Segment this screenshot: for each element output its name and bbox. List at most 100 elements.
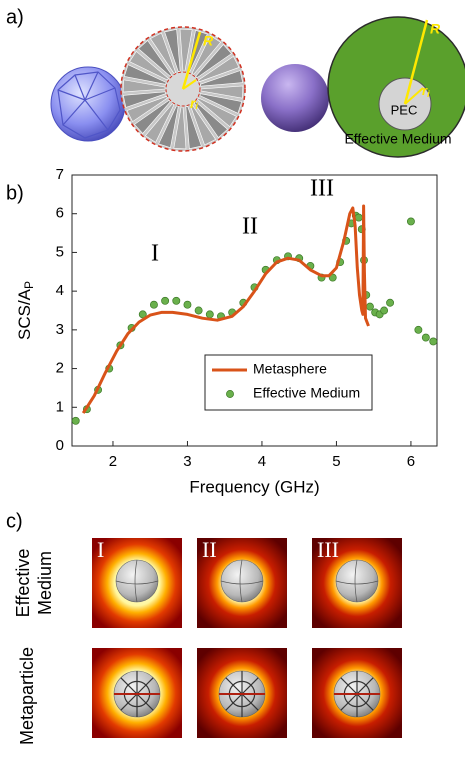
data-point (149, 300, 158, 309)
wedge (122, 79, 166, 93)
wedge (195, 44, 232, 79)
wedge (123, 64, 167, 85)
wedge (193, 101, 228, 138)
y-axis-label: SCS/A (15, 288, 34, 340)
plot-frame (71, 174, 438, 447)
data-point (183, 300, 192, 309)
radius-arrow (182, 79, 197, 90)
wedge (126, 95, 168, 123)
x-tick-label: 4 (258, 453, 266, 470)
panel-label: a) (6, 6, 24, 28)
particle-facet (136, 693, 154, 711)
panel-label: b) (6, 182, 24, 204)
wedge (158, 105, 179, 149)
legend-swatch (226, 390, 234, 398)
wedge (191, 35, 222, 75)
geodesic-lines (57, 71, 121, 139)
data-point (172, 296, 181, 305)
mode-label: III (310, 176, 334, 202)
y-axis-label: SCS/AP (15, 281, 36, 340)
data-point (71, 416, 80, 425)
series-line (81, 204, 370, 414)
particle-facet (241, 677, 259, 695)
y-tick-label: 6 (56, 205, 64, 222)
y-tick-label: 0 (56, 437, 64, 454)
radius-arrow (181, 31, 202, 90)
radius-label: r (190, 95, 197, 111)
wedge (185, 106, 202, 150)
x-tick-label: 5 (332, 453, 340, 470)
y-axis-subscript: P (22, 281, 36, 289)
radius-label: ri (190, 95, 198, 112)
column-label: II (202, 537, 217, 562)
wedge (138, 40, 173, 77)
radius-subscript: i (427, 89, 430, 99)
data-point (429, 337, 438, 346)
y-tick-label: 2 (56, 360, 64, 377)
particle-facet (120, 677, 138, 695)
particle-facet (120, 693, 138, 711)
radius-subscript: i (195, 101, 198, 111)
particle-facet (225, 677, 243, 695)
data-point (161, 296, 170, 305)
data-point (354, 213, 363, 222)
wedge (199, 93, 243, 114)
x-tick-label: 2 (109, 453, 117, 470)
data-point (414, 325, 423, 334)
wedge (197, 97, 237, 128)
x-tick-label: 6 (407, 453, 415, 470)
particle-facet (136, 677, 154, 695)
y-tick-label: 5 (56, 243, 64, 260)
radius-label: R (430, 21, 441, 37)
particle (335, 559, 379, 603)
y-tick-label: 7 (56, 166, 64, 183)
field-maps: I II III (92, 537, 402, 738)
wedge (134, 99, 171, 134)
data-point (205, 310, 214, 319)
mode-label: I (151, 241, 159, 267)
wedge (149, 32, 177, 74)
data-point (366, 302, 374, 311)
wedge (200, 85, 244, 99)
radius-arrow (403, 19, 429, 105)
data-point (421, 333, 430, 342)
medium-label: Effective Medium (344, 131, 451, 147)
radius-label: r (422, 83, 428, 98)
particle-facet (340, 693, 358, 711)
radius-arrow (404, 87, 424, 105)
row-label: Metaparticle (17, 647, 37, 745)
row-label: Effective (13, 549, 33, 618)
particle-facet (356, 693, 374, 711)
x-tick-label: 3 (183, 453, 191, 470)
homogeneous-sphere (261, 64, 329, 132)
row-label: Medium (35, 551, 55, 615)
data-point (406, 217, 415, 226)
particle (115, 559, 159, 603)
wedge (189, 104, 217, 146)
column-label: I (97, 537, 104, 562)
wedge (129, 50, 169, 81)
particle-facet (356, 677, 374, 695)
legend-box (204, 354, 373, 411)
column-label: III (317, 537, 339, 562)
radius-label: ri (422, 83, 430, 99)
wedge (198, 55, 240, 83)
data-point (386, 298, 395, 307)
particle-facet (340, 677, 358, 695)
particle-seam (115, 559, 159, 603)
particle (220, 559, 264, 603)
data-point (194, 306, 203, 315)
core-label: PEC (391, 102, 418, 117)
radius-label: R (203, 33, 214, 49)
particle-seam (220, 559, 264, 603)
wedge (144, 103, 175, 143)
wedge (200, 70, 244, 87)
legend-label: Metasphere (253, 361, 327, 377)
y-tick-label: 4 (56, 282, 64, 299)
wedge (122, 91, 166, 108)
wedge (179, 28, 193, 72)
x-axis-label: Frequency (GHz) (189, 477, 319, 496)
